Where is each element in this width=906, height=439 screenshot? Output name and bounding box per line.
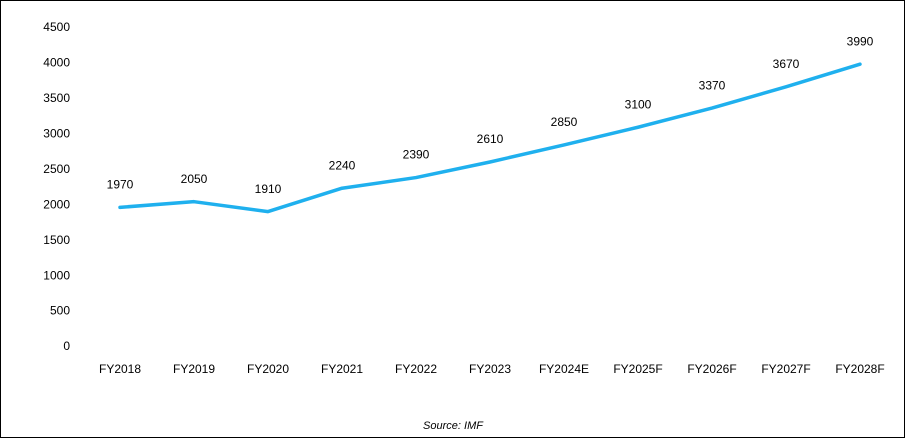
data-label: 3670 [773, 57, 800, 71]
data-label: 2850 [551, 115, 578, 129]
y-tick-label: 4500 [43, 20, 70, 34]
data-label: 1970 [107, 178, 134, 192]
y-tick-label: 3500 [43, 91, 70, 105]
x-tick-label: FY2024E [539, 362, 589, 376]
data-label: 2390 [403, 148, 430, 162]
x-tick-label: FY2022 [395, 362, 437, 376]
x-tick-label: FY2028F [835, 362, 884, 376]
data-label: 2610 [477, 132, 504, 146]
data-label: 2240 [329, 158, 356, 172]
y-tick-label: 2000 [43, 197, 70, 211]
y-tick-label: 1000 [43, 268, 70, 282]
y-tick-label: 0 [63, 339, 70, 353]
x-tick-label: FY2027F [761, 362, 810, 376]
y-tick-label: 3000 [43, 127, 70, 141]
data-label: 3100 [625, 97, 652, 111]
x-tick-label: FY2018 [99, 362, 141, 376]
y-tick-label: 4000 [43, 56, 70, 70]
line [118, 62, 862, 214]
x-tick-label: FY2021 [321, 362, 363, 376]
x-tick-label: FY2019 [173, 362, 215, 376]
x-tick-label: FY2020 [247, 362, 289, 376]
source-note: Source: IMF [423, 420, 484, 432]
data-label: 1910 [255, 182, 282, 196]
y-tick-label: 1500 [43, 233, 70, 247]
y-tick-label: 500 [50, 304, 70, 318]
x-tick-label: FY2025F [613, 362, 662, 376]
data-label: 2050 [181, 172, 208, 186]
y-tick-label: 2500 [43, 162, 70, 176]
x-tick-label: FY2026F [687, 362, 736, 376]
x-tick-label: FY2023 [469, 362, 511, 376]
data-label: 3990 [847, 34, 874, 48]
data-label: 3370 [699, 78, 726, 92]
